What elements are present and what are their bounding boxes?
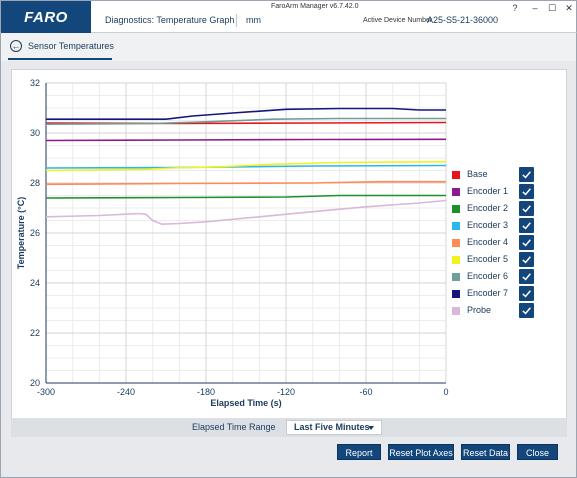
legend-label: Probe (467, 305, 492, 315)
x-axis-label: Elapsed Time (s) (210, 398, 281, 408)
legend-swatch (452, 273, 460, 281)
unit-indicator: mm (246, 15, 261, 25)
series-toggle-checkbox[interactable] (519, 201, 534, 216)
legend-item-probe: Probe (452, 303, 542, 320)
series-line-encoder-3 (45, 164, 447, 169)
report-button[interactable]: Report (337, 444, 381, 460)
main-panel: 20 22 24 26 28 30 32 -300 -240 -180 -120 -60 0 Elapse… (0, 61, 577, 478)
legend-item-encoder-5: Encoder 5 (452, 252, 542, 269)
elapsed-time-range-dropdown[interactable]: Last Five Minutes (286, 420, 382, 435)
close-window-button[interactable]: ✕ (565, 3, 573, 13)
x-tick-label: -300 (37, 387, 55, 397)
series-line-encoder-2 (45, 194, 446, 199)
legend-swatch (452, 307, 460, 315)
reset-data-button[interactable]: Reset Data (461, 444, 510, 460)
legend-label: Base (467, 169, 488, 179)
legend-swatch (452, 256, 460, 264)
reset-plot-axes-button[interactable]: Reset Plot Axes (388, 444, 454, 460)
series-line-encoder-1 (45, 138, 447, 142)
legend-item-encoder-2: Encoder 2 (452, 201, 542, 218)
y-tick-label: 20 (30, 378, 40, 388)
nav-bar: ← Sensor Temperatures (0, 33, 577, 61)
series-toggle-checkbox[interactable] (519, 184, 534, 199)
title-separator (236, 14, 237, 27)
series-toggle-checkbox[interactable] (519, 303, 534, 318)
dropdown-value: Last Five Minutes (294, 422, 370, 432)
x-tick-label: -180 (197, 387, 215, 397)
legend-swatch (452, 188, 460, 196)
tab-sensor-temperatures[interactable]: Sensor Temperatures (28, 41, 114, 51)
legend-item-encoder-4: Encoder 4 (452, 235, 542, 252)
legend-label: Encoder 4 (467, 237, 509, 247)
series-toggle-checkbox[interactable] (519, 167, 534, 182)
y-tick-label: 28 (30, 178, 40, 188)
legend-swatch (452, 222, 460, 230)
legend-swatch (452, 290, 460, 298)
close-button[interactable]: Close (517, 444, 558, 460)
series-toggle-checkbox[interactable] (519, 286, 534, 301)
active-tab-indicator (8, 58, 112, 60)
page-title: Diagnostics: Temperature Graph (105, 15, 235, 25)
help-button[interactable]: ? (512, 3, 518, 13)
legend-item-base: Base (452, 167, 542, 184)
legend-label: Encoder 3 (467, 220, 509, 230)
legend-label: Encoder 2 (467, 203, 509, 213)
series-toggle-checkbox[interactable] (519, 218, 534, 233)
series-line-encoder-7 (46, 107, 446, 121)
x-tick-label: 0 (443, 387, 448, 397)
y-tick-label: 24 (30, 278, 40, 288)
legend-swatch (452, 171, 460, 179)
elapsed-time-range-bar: Elapsed Time Range Last Five Minutes (11, 418, 567, 437)
app-title: FaroArm Manager v6.7.42.0 (271, 3, 359, 10)
x-tick-label: -240 (117, 387, 135, 397)
y-axis-label: Temperature (°C) (16, 197, 26, 269)
y-tick-label: 22 (30, 328, 40, 338)
y-tick-label: 32 (30, 78, 40, 88)
logo-text: FARO (24, 9, 68, 26)
legend-swatch (452, 239, 460, 247)
legend-item-encoder-1: Encoder 1 (452, 184, 542, 201)
x-tick-label: -120 (277, 387, 295, 397)
active-device-number: A25-S5-21-36000 (427, 15, 499, 25)
elapsed-time-range-label: Elapsed Time Range (192, 422, 276, 432)
faro-logo: FARO (1, 1, 91, 34)
series-toggle-checkbox[interactable] (519, 235, 534, 250)
legend-label: Encoder 7 (467, 288, 509, 298)
active-device-label: Active Device Number (363, 17, 433, 24)
legend-item-encoder-6: Encoder 6 (452, 269, 542, 286)
title-bar: FARO FaroArm Manager v6.7.42.0 Diagnosti… (0, 0, 577, 34)
legend-label: Encoder 5 (467, 254, 509, 264)
x-tick-label: -60 (359, 387, 372, 397)
back-arrow-icon[interactable]: ← (10, 40, 22, 52)
y-tick-label: 26 (30, 228, 40, 238)
series-toggle-checkbox[interactable] (519, 269, 534, 284)
legend-item-encoder-3: Encoder 3 (452, 218, 542, 235)
minimize-button[interactable]: – (532, 3, 538, 13)
y-tick-label: 30 (30, 128, 40, 138)
series-line-encoder-5 (45, 160, 447, 172)
legend-label: Encoder 1 (467, 186, 509, 196)
series-line-encoder-4 (45, 180, 446, 186)
caret-down-icon (368, 426, 374, 430)
series-line-probe (45, 199, 447, 226)
chart-panel: 20 22 24 26 28 30 32 -300 -240 -180 -120 -60 0 Elapse… (11, 69, 567, 419)
series-toggle-checkbox[interactable] (519, 252, 534, 267)
temperature-chart: 20 22 24 26 28 30 32 -300 -240 -180 -120 -60 0 Elapse… (16, 78, 449, 408)
series-line-encoder-6 (45, 117, 446, 125)
legend-item-encoder-7: Encoder 7 (452, 286, 542, 303)
legend-label: Encoder 6 (467, 271, 509, 281)
maximize-button[interactable]: ☐ (547, 3, 557, 13)
legend-swatch (452, 205, 460, 213)
